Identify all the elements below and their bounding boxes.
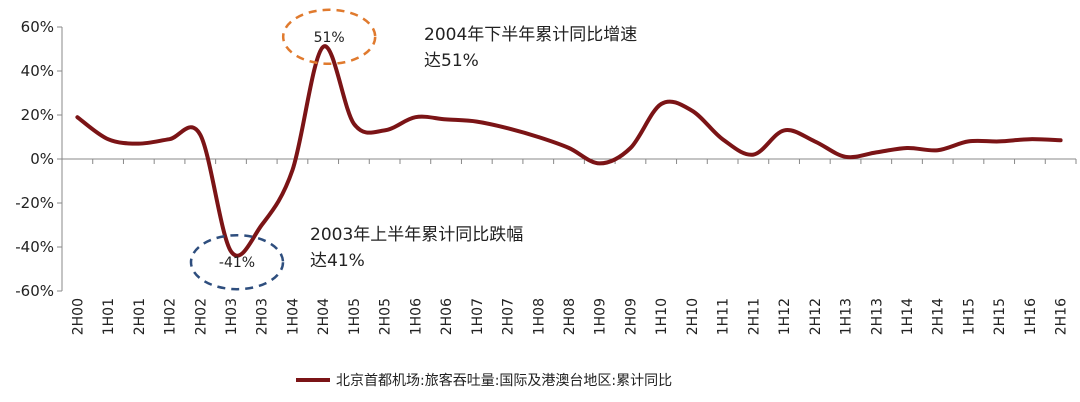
x-tick-label: 2H01 bbox=[132, 298, 148, 335]
x-tick-label: 2H04 bbox=[316, 298, 332, 335]
x-tick-label: 1H06 bbox=[408, 298, 424, 335]
x-tick-label: 2H15 bbox=[992, 298, 1008, 335]
annotation-text-line1: 2003年上半年累计同比跌幅 bbox=[310, 225, 523, 245]
annotation-ellipse bbox=[281, 8, 377, 66]
annotation-text-line2: 达41% bbox=[310, 251, 365, 271]
x-tick-label: 2H06 bbox=[439, 298, 455, 335]
x-tick-label: 1H16 bbox=[1023, 298, 1039, 335]
y-tick-label: -20% bbox=[15, 194, 54, 212]
x-tick-label: 2H16 bbox=[1054, 298, 1070, 335]
series-group bbox=[75, 44, 1063, 258]
x-tick-label: 2H12 bbox=[808, 298, 824, 335]
x-tick-label: 1H02 bbox=[163, 298, 179, 335]
x-tick-label: 1H11 bbox=[716, 298, 732, 335]
x-tick-label: 2H08 bbox=[562, 298, 578, 335]
x-axis-ticks: 2H00 1H01 2H01 1H02 2H02 1H03 2H03 1H04 2H04 1H05… bbox=[70, 298, 1069, 335]
x-tick-label: 1H13 bbox=[839, 298, 855, 335]
x-tick-label: 1H01 bbox=[101, 298, 117, 335]
x-tick-label: 2H09 bbox=[623, 298, 639, 335]
y-axis-ticks: 60% 40% 20% 0% -20% -40% -60% bbox=[15, 18, 62, 300]
x-tick-label: 1H14 bbox=[900, 298, 916, 335]
x-tick-label: 1H04 bbox=[285, 298, 301, 335]
x-tick-label: 1H09 bbox=[593, 298, 609, 335]
x-tick-label: 1H10 bbox=[654, 298, 670, 335]
x-tick-label: 2H00 bbox=[70, 298, 86, 335]
annotation-ellipse bbox=[189, 233, 285, 291]
axes bbox=[61, 27, 1077, 291]
x-tick-label: 2H11 bbox=[746, 298, 762, 335]
y-tick-label: 0% bbox=[30, 150, 54, 168]
x-tick-label: 2H05 bbox=[378, 298, 394, 335]
annotation-text-line1: 2004年下半年累计同比增速 bbox=[424, 25, 637, 45]
x-tick-label: 1H07 bbox=[470, 298, 486, 335]
y-tick-label: -60% bbox=[15, 282, 54, 300]
y-tick-label: -40% bbox=[15, 238, 54, 256]
y-tick-label: 40% bbox=[21, 62, 54, 80]
annotation-text-line2: 达51% bbox=[424, 51, 479, 71]
x-tick-label: 2H14 bbox=[931, 298, 947, 335]
legend: 北京首都机场:旅客吞吐量:国际及港澳台地区:累计同比 bbox=[296, 372, 672, 389]
series-line bbox=[75, 44, 1063, 258]
annotation-callout: 51% bbox=[314, 30, 345, 46]
y-tick-label: 20% bbox=[21, 106, 54, 124]
x-tick-label: 1H15 bbox=[961, 298, 977, 335]
x-tick-label: 1H08 bbox=[531, 298, 547, 335]
x-tick-label: 2H13 bbox=[869, 298, 885, 335]
x-tick-label: 2H10 bbox=[685, 298, 701, 335]
x-tick-label: 2H07 bbox=[501, 298, 517, 335]
annotation-callout: -41% bbox=[219, 255, 255, 271]
legend-label: 北京首都机场:旅客吞吐量:国际及港澳台地区:累计同比 bbox=[336, 372, 672, 389]
x-tick-label: 1H05 bbox=[347, 298, 363, 335]
x-tick-label: 2H02 bbox=[193, 298, 209, 335]
x-tick-label: 2H03 bbox=[255, 298, 271, 335]
x-tick-label: 1H03 bbox=[224, 298, 240, 335]
x-tick-label: 1H12 bbox=[777, 298, 793, 335]
y-tick-label: 60% bbox=[21, 18, 54, 36]
